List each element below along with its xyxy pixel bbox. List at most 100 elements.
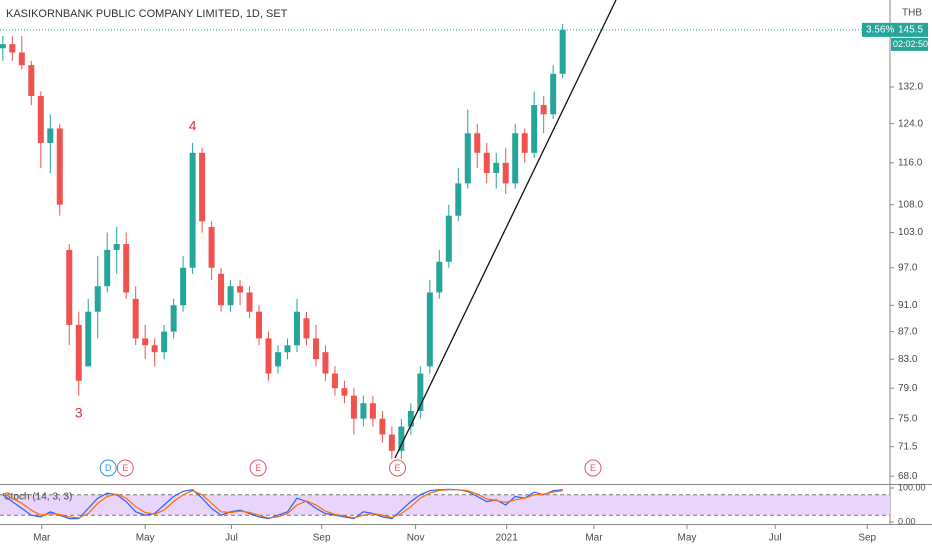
- candle-body: [379, 418, 386, 435]
- candle-body: [218, 273, 225, 306]
- candle-body: [474, 133, 481, 153]
- y-tick-label: 116.0: [898, 157, 923, 168]
- x-tick-label: Mar: [33, 533, 51, 544]
- wave-label: 3: [75, 404, 83, 420]
- y-tick-label: 124.0: [898, 118, 923, 129]
- candle-body: [66, 249, 73, 325]
- candle-body: [275, 352, 282, 367]
- candle-body: [9, 44, 16, 53]
- candle-body: [28, 65, 35, 96]
- candle-body: [445, 215, 452, 262]
- candle-body: [208, 226, 215, 268]
- candle-body: [483, 152, 490, 174]
- candle-body: [502, 162, 509, 184]
- event-marker: [584, 459, 602, 477]
- candle-body: [161, 331, 168, 353]
- candle-body: [550, 73, 557, 115]
- candle-body: [369, 403, 376, 419]
- candle-body: [94, 286, 101, 312]
- y-tick-label: 103.0: [898, 227, 923, 238]
- candle-body: [47, 128, 54, 143]
- candle-body: [75, 324, 82, 381]
- candle-body: [113, 244, 120, 250]
- candle-body: [512, 133, 519, 184]
- timer: 02:02:50: [893, 39, 928, 49]
- indicator-band: [0, 494, 890, 516]
- candle-body: [56, 128, 63, 205]
- y-tick-label: 91.0: [898, 300, 918, 311]
- candle-body: [350, 395, 357, 419]
- event-marker: [99, 459, 117, 477]
- candle-body: [360, 403, 367, 419]
- indicator-y-tick-label: 100.00: [898, 482, 926, 492]
- event-label: D: [105, 463, 112, 473]
- candle-body: [0, 44, 6, 49]
- change-label: 3.56%: [866, 25, 894, 36]
- event-marker: [389, 459, 407, 477]
- candle-body: [284, 345, 291, 353]
- chart-title: KASIKORNBANK PUBLIC COMPANY LIMITED, 1D,…: [6, 8, 288, 20]
- candle-body: [180, 267, 187, 306]
- currency: THB: [902, 8, 922, 19]
- y-tick-label: 83.0: [898, 354, 918, 365]
- x-tick-label: 2021: [496, 533, 519, 544]
- candle-body: [521, 133, 528, 153]
- y-tick-label: 132.0: [898, 82, 923, 93]
- candle-body: [531, 105, 538, 153]
- candle-body: [199, 152, 206, 222]
- x-tick-label: Jul: [225, 533, 238, 544]
- candle-body: [436, 261, 443, 293]
- candle-body: [426, 292, 433, 367]
- event-label: E: [255, 463, 261, 473]
- candle-body: [142, 338, 149, 346]
- y-tick-label: 97.0: [898, 262, 918, 273]
- x-tick-label: Nov: [407, 533, 425, 544]
- stoch-line: [2, 489, 563, 519]
- marks: [0, 23, 566, 460]
- candle-body: [559, 29, 566, 74]
- candle-body: [322, 352, 329, 374]
- candle-body: [293, 311, 300, 346]
- candle-body: [493, 162, 500, 174]
- x-tick-label: Jul: [769, 533, 782, 544]
- event-marker: [116, 459, 134, 477]
- stoch-line: [2, 488, 563, 520]
- candle-body: [132, 298, 139, 339]
- y-tick-label: 87.0: [898, 326, 918, 337]
- candle-body: [37, 95, 44, 143]
- candle-body: [455, 183, 462, 216]
- y-tick-label: 75.0: [898, 413, 918, 424]
- last-price-box: [862, 22, 928, 37]
- candle-body: [540, 105, 547, 115]
- event-label: E: [395, 463, 401, 473]
- event-marker: [249, 459, 267, 477]
- candle-body: [341, 388, 348, 396]
- candle-body: [18, 52, 25, 66]
- candle-body: [123, 244, 130, 293]
- event-label: E: [590, 463, 596, 473]
- candle-body: [189, 152, 196, 268]
- candle-body: [256, 311, 263, 339]
- candle-body: [388, 434, 395, 451]
- x-tick-label: Sep: [313, 533, 331, 544]
- y-tick-label: 68.0: [898, 471, 918, 482]
- last-price-label: 145.5: [898, 25, 923, 36]
- candle-body: [85, 311, 92, 367]
- trend-line: [394, 0, 617, 459]
- y-tick-label: 79.0: [898, 383, 918, 394]
- candle-body: [331, 373, 338, 389]
- wave-label: 4: [189, 118, 197, 134]
- candle-body: [464, 133, 471, 184]
- candle-body: [170, 305, 177, 332]
- x-tick-label: May: [136, 533, 155, 544]
- candle-body: [265, 338, 272, 374]
- candle-body: [303, 318, 310, 339]
- timer-box: [891, 37, 928, 51]
- candle-body: [227, 286, 234, 306]
- candle-body: [237, 286, 244, 293]
- x-tick-label: May: [677, 533, 696, 544]
- event-label: E: [122, 463, 128, 473]
- candle-body: [417, 373, 424, 411]
